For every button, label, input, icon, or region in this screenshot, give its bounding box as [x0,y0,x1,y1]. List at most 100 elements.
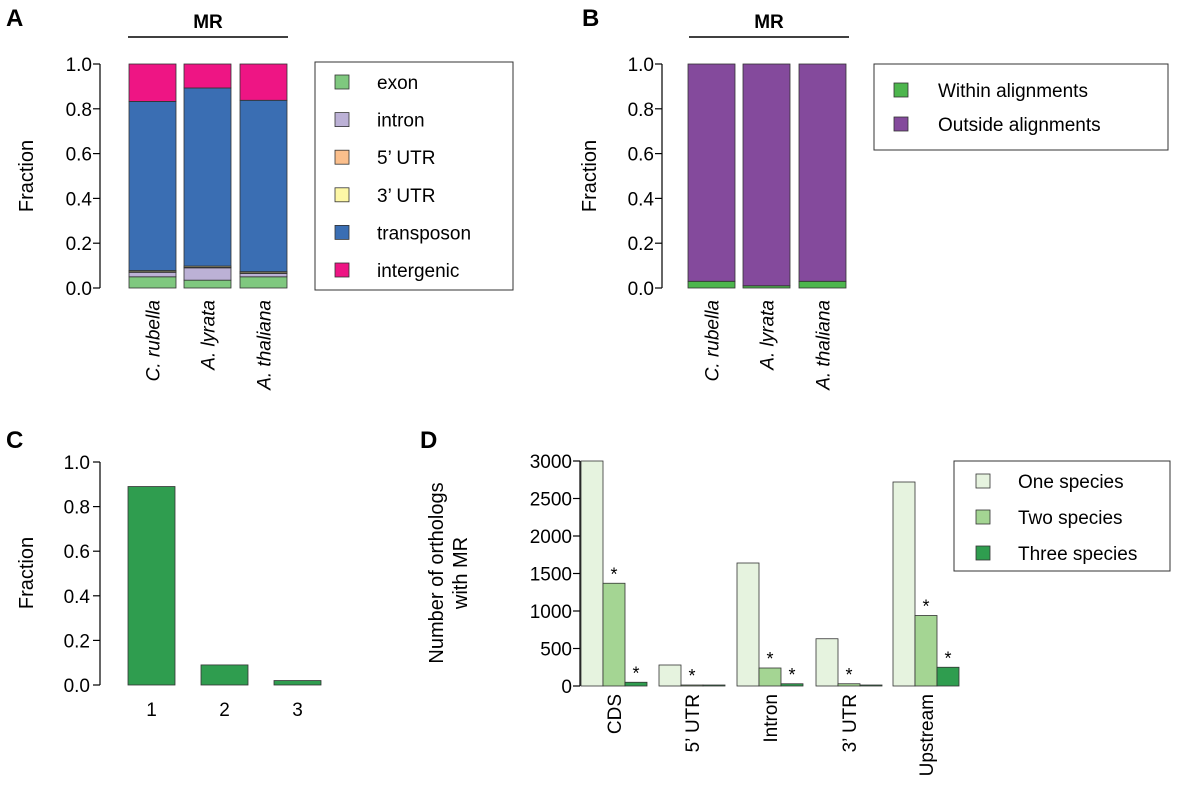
panel-d-x-tick-label: 5’ UTR [683,694,704,752]
panel-d-letter: D [420,427,437,454]
panel-c-x-tick-label: 2 [219,700,230,721]
panel-b-legend-label-outside-alignments: Outside alignments [938,115,1101,136]
panel-b-group-label: MR [754,12,784,33]
panel-b-bar-a-lyrata-outside-alignments [742,63,791,287]
panel-b-y-axis-title: Fraction [579,140,601,212]
panel-a-legend-label-intergenic: intergenic [377,261,459,282]
panel-c-y-axis-title: Fraction [16,537,38,609]
panel-d-bar-intron-one-species [736,562,760,687]
panel-d-significance-star: * [845,665,852,685]
panel-a-y-tick-label: 0.4 [66,189,93,210]
panel-a-legend-label-5-utr: 5’ UTR [377,148,435,169]
panel-b-y-tick-label: 0.8 [628,100,654,121]
panel-d-legend-label-two-species: Two species [1018,508,1123,529]
panel-b-bar-c-rubella-outside-alignments [687,63,736,282]
panel-b-letter: B [582,5,599,32]
panel-a-y-tick-label: 0.2 [66,234,92,255]
panel-d-y-tick-label: 500 [540,640,572,661]
panel-a-bar-c-rubella-intron [128,271,177,278]
panel-d-significance-star: * [766,649,773,669]
panel-c-x-tick-label: 3 [292,700,303,721]
panel-d-significance-star: * [788,665,795,685]
panel-a-bar-c-rubella-transposon [128,101,177,271]
panel-a-bar-a-thaliana-exon [239,276,288,289]
panel-d-y-tick-label: 1500 [530,565,572,586]
panel-d-bar-cds-one-species [580,460,604,687]
panel-d-legend-label-one-species: One species [1018,472,1124,493]
panel-d-legend-swatch-three-species [975,545,991,561]
panel-d-bar-upstream-three-species [936,666,960,687]
panel-a-x-tick-label: A. lyrata [199,300,220,371]
panel-b-bar-c-rubella-within-alignments [687,280,736,289]
panel-d-bar-5-utr-three-species [702,684,726,687]
panel-c-bar-2 [200,664,249,686]
panel-a-y-tick-label: 0.0 [66,279,92,300]
panel-a-legend-swatch-intron [334,112,350,127]
panel-b-legend-swatch-within-alignments [893,82,909,98]
panel-a-legend-label-transposon: transposon [377,223,471,244]
panel-b-bar-a-thaliana-within-alignments [798,280,847,289]
panel-d-legend-swatch-one-species [975,473,991,489]
panel-d-y-tick-label: 1000 [530,602,572,623]
panel-d-y-axis-title: Number of orthologs with MR [426,482,472,663]
panel-a-y-tick-label: 1.0 [66,55,92,76]
panel-a-letter: A [6,5,23,32]
panel-a-legend-swatch-3-utr [334,187,350,203]
panel-d-y-axis-title-line: Number of orthologs [426,482,448,663]
panel-c-y-tick-label: 0.0 [64,676,90,697]
panel-d-bar-intron-two-species [758,667,782,687]
panel-a-bar-a-thaliana-intergenic [239,63,288,101]
panel-a-bar-a-lyrata-intergenic [183,63,232,89]
panel-d-legend-label-three-species: Three species [1018,544,1137,565]
panel-a-bar-a-lyrata-intron [183,267,232,281]
panel-d-significance-star: * [688,666,695,686]
panel-a-y-tick-label: 0.8 [66,100,92,121]
panel-d-bar-3-utr-one-species [815,638,839,687]
panel-b-y-tick-label: 0.6 [628,145,654,166]
panel-d-y-tick-label: 2000 [530,527,572,548]
panel-c-y-tick-label: 0.4 [64,587,91,608]
panel-a-y-axis-title: Fraction [16,140,38,212]
panel-d-legend-swatch-two-species [975,509,991,525]
panel-c-chart: 0.0 0.2 0.4 0.6 0.8 1.0 Fraction 1 2 3 [16,453,322,721]
panel-a-x-tick-label: A. thaliana [255,300,276,391]
panel-d-bar-5-utr-one-species [658,664,682,687]
panel-a-bar-a-lyrata-exon [183,279,232,289]
panel-a-legend-box [314,61,514,291]
panel-a-group-label: MR [193,12,223,33]
panel-a-legend-label-exon: exon [377,73,418,94]
panel-d-significance-star: * [632,663,639,683]
panel-d-x-tick-label: Intron [761,694,782,743]
panel-d-x-tick-label: CDS [605,694,626,734]
panel-b-legend-label-within-alignments: Within alignments [938,81,1088,102]
panel-d-chart: 0 500 1000 1500 2000 2500 3000 Number of orthol… [426,452,1171,776]
panel-b-x-tick-label: C. rubella [703,300,724,381]
panel-a-bar-a-lyrata-transposon [183,87,232,267]
panel-c-y-tick-label: 0.2 [64,631,90,652]
panel-a-legend-label-intron: intron [377,111,425,132]
panel-d-significance-star: * [922,597,929,617]
panel-a-legend-swatch-transposon [334,224,350,240]
panel-b-x-tick-label: A. thaliana [814,300,835,391]
panel-c-bar-1 [127,486,176,686]
panel-d-y-tick-label: 3000 [530,452,572,473]
panel-a-legend-label-3-utr: 3’ UTR [377,186,435,207]
panel-b-legend-box [873,63,1169,151]
panel-d-y-tick-label: 0 [561,677,572,698]
panel-a-y-tick-label: 0.6 [66,145,92,166]
panel-c-y-tick-label: 1.0 [64,453,90,474]
panel-d-bar-upstream-one-species [892,481,916,687]
panel-b-bar-a-thaliana-outside-alignments [798,63,847,282]
panel-d-bar-cds-three-species [624,681,648,687]
panel-d-bar-3-utr-three-species [859,684,883,687]
panel-d-significance-star: * [944,648,951,668]
panel-c-y-tick-label: 0.8 [64,498,90,519]
panel-b-y-tick-label: 0.2 [628,234,654,255]
panel-b-y-tick-label: 0.4 [628,189,655,210]
panel-a-bar-c-rubella-intergenic [128,63,177,102]
panel-b-chart: 0.0 0.2 0.4 0.6 0.8 1.0 Fraction C. rubella A. l… [579,55,1169,391]
panel-c-letter: C [6,427,23,454]
panel-a-legend-swatch-5-utr [334,149,350,165]
panel-a-x-tick-label: C. rubella [144,300,165,381]
